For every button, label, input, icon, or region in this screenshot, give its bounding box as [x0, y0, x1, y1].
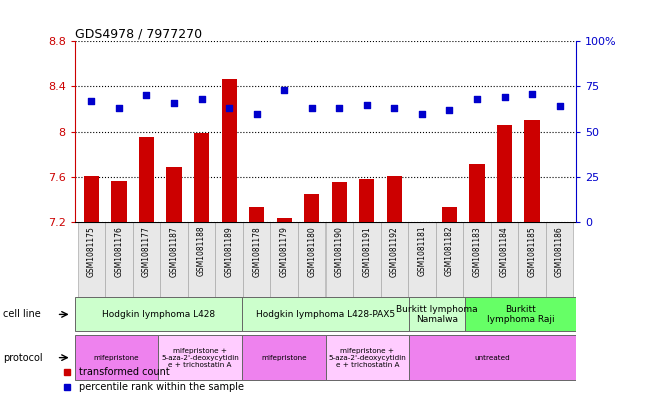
Bar: [215, 222, 243, 297]
Text: mifepristone: mifepristone: [261, 354, 307, 361]
Point: [499, 94, 510, 101]
Text: GSM1081187: GSM1081187: [169, 226, 178, 277]
Bar: [387, 176, 402, 222]
Text: GSM1081179: GSM1081179: [280, 226, 288, 277]
Bar: [491, 222, 518, 297]
Point: [417, 110, 427, 117]
Bar: [139, 137, 154, 222]
Bar: [409, 298, 465, 331]
Text: untreated: untreated: [475, 354, 510, 361]
Bar: [464, 222, 491, 297]
Bar: [221, 79, 237, 222]
Bar: [409, 335, 576, 380]
Bar: [187, 222, 215, 297]
Bar: [242, 335, 326, 380]
Text: GSM1081183: GSM1081183: [473, 226, 482, 277]
Text: GSM1081175: GSM1081175: [87, 226, 96, 277]
Text: protocol: protocol: [3, 353, 43, 363]
Point: [279, 87, 290, 93]
Point: [444, 107, 454, 113]
Bar: [546, 222, 574, 297]
Bar: [249, 208, 264, 222]
Bar: [160, 222, 187, 297]
Bar: [381, 222, 408, 297]
Bar: [158, 335, 242, 380]
Point: [389, 105, 400, 111]
Text: mifepristone +
5-aza-2'-deoxycytidin
e + trichostatin A: mifepristone + 5-aza-2'-deoxycytidin e +…: [161, 348, 239, 367]
Bar: [436, 222, 464, 297]
Point: [307, 105, 317, 111]
Text: cell line: cell line: [3, 309, 41, 320]
Text: GSM1081189: GSM1081189: [225, 226, 234, 277]
Bar: [75, 298, 242, 331]
Bar: [133, 222, 160, 297]
Bar: [105, 222, 133, 297]
Point: [86, 98, 96, 104]
Bar: [359, 179, 374, 222]
Point: [555, 103, 565, 110]
Bar: [326, 222, 353, 297]
Bar: [353, 222, 381, 297]
Text: Hodgkin lymphoma L428-PAX5: Hodgkin lymphoma L428-PAX5: [256, 310, 395, 319]
Point: [169, 99, 179, 106]
Point: [361, 101, 372, 108]
Bar: [469, 164, 484, 222]
Text: GSM1081190: GSM1081190: [335, 226, 344, 277]
Text: mifepristone: mifepristone: [94, 354, 139, 361]
Bar: [242, 298, 409, 331]
Text: Burkitt
lymphoma Raji: Burkitt lymphoma Raji: [487, 305, 554, 324]
Text: GSM1081182: GSM1081182: [445, 226, 454, 276]
Bar: [442, 208, 457, 222]
Bar: [465, 298, 576, 331]
Bar: [497, 125, 512, 222]
Text: GSM1081191: GSM1081191: [363, 226, 371, 277]
Point: [527, 90, 537, 97]
Bar: [270, 222, 298, 297]
Bar: [77, 222, 105, 297]
Text: Burkitt lymphoma
Namalwa: Burkitt lymphoma Namalwa: [396, 305, 478, 324]
Text: GSM1081178: GSM1081178: [252, 226, 261, 277]
Bar: [518, 222, 546, 297]
Bar: [194, 133, 209, 222]
Point: [114, 105, 124, 111]
Point: [472, 96, 482, 102]
Bar: [298, 222, 326, 297]
Text: GSM1081186: GSM1081186: [555, 226, 564, 277]
Text: GSM1081184: GSM1081184: [500, 226, 509, 277]
Text: GSM1081192: GSM1081192: [390, 226, 399, 277]
Point: [141, 92, 152, 99]
Bar: [243, 222, 270, 297]
Bar: [332, 182, 347, 222]
Text: Hodgkin lymphoma L428: Hodgkin lymphoma L428: [102, 310, 215, 319]
Point: [334, 105, 344, 111]
Text: GDS4978 / 7977270: GDS4978 / 7977270: [75, 27, 202, 40]
Bar: [84, 176, 99, 222]
Bar: [75, 335, 158, 380]
Bar: [304, 194, 319, 222]
Point: [251, 110, 262, 117]
Text: GSM1081176: GSM1081176: [115, 226, 124, 277]
Bar: [277, 217, 292, 222]
Text: GSM1081181: GSM1081181: [417, 226, 426, 276]
Bar: [326, 335, 409, 380]
Text: mifepristone +
5-aza-2'-deoxycytidin
e + trichostatin A: mifepristone + 5-aza-2'-deoxycytidin e +…: [328, 348, 406, 367]
Bar: [408, 222, 436, 297]
Text: GSM1081185: GSM1081185: [527, 226, 536, 277]
Text: GSM1081177: GSM1081177: [142, 226, 151, 277]
Text: GSM1081188: GSM1081188: [197, 226, 206, 276]
Text: GSM1081180: GSM1081180: [307, 226, 316, 277]
Point: [224, 105, 234, 111]
Point: [197, 96, 207, 102]
Bar: [525, 120, 540, 222]
Bar: [111, 182, 126, 222]
Legend: transformed count, percentile rank within the sample: transformed count, percentile rank withi…: [63, 367, 244, 392]
Bar: [167, 167, 182, 222]
